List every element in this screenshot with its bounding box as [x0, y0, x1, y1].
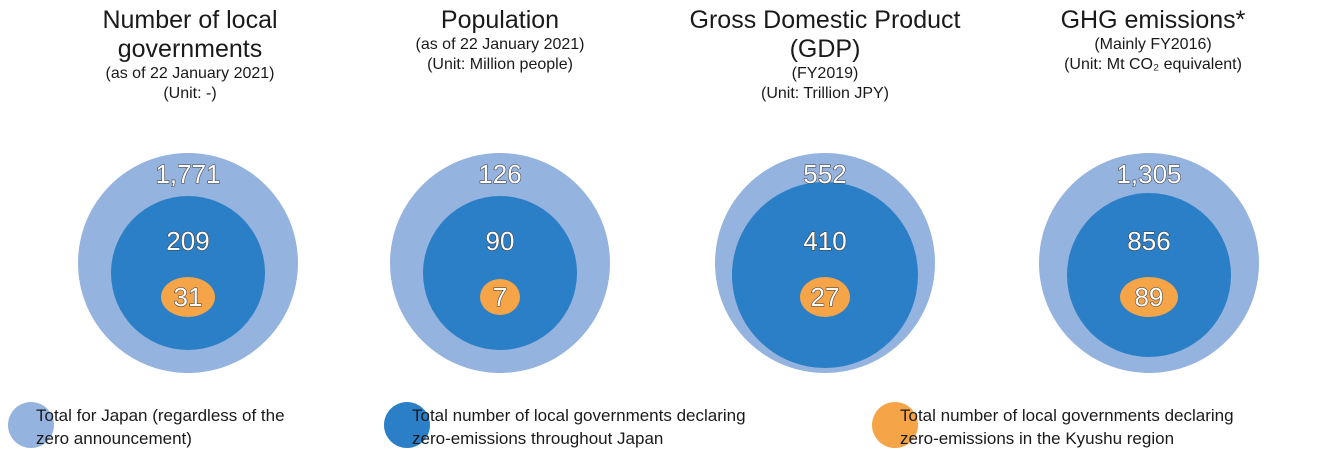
- legend-item-total-japan: Total for Japan (regardless of the zero …: [8, 400, 368, 450]
- nested-circles-chart: 1,305 856 89: [1039, 153, 1259, 373]
- panel-subtitle-date: (Mainly FY2016): [1094, 36, 1212, 53]
- legend-label: Total number of local governments declar…: [900, 406, 1234, 448]
- panel-subtitle-date: (as of 22 January 2021): [105, 65, 275, 82]
- chart-panel-local-governments: Number of local governments (as of 22 Ja…: [30, 0, 350, 380]
- circle-declaring-kyushu: [480, 279, 520, 315]
- value-declaring-japan: 209: [166, 226, 209, 256]
- panel-subtitle-unit: (Unit: Million people): [427, 56, 573, 73]
- value-total-japan: 1,771: [155, 159, 220, 189]
- panel-title: Population: [440, 6, 560, 34]
- circle-declaring-japan: [111, 196, 265, 350]
- legend-swatch-light-blue: [8, 402, 54, 448]
- panel-title: Gross Domestic Product (GDP): [689, 6, 961, 63]
- panel-title: GHG emissions*: [1060, 6, 1246, 34]
- circle-declaring-japan: [423, 196, 577, 350]
- circle-declaring-kyushu: [800, 277, 850, 317]
- circle-declaring-japan: [1067, 193, 1231, 357]
- panel-subtitle-unit: (Unit: -): [163, 85, 217, 102]
- value-declaring-kyushu: 7: [493, 282, 507, 312]
- value-declaring-japan: 90: [486, 226, 515, 256]
- value-declaring-kyushu: 89: [1135, 282, 1164, 312]
- legend-swatch-orange: [872, 402, 918, 448]
- panel-title: Number of local governments: [102, 6, 278, 63]
- panel-subtitle-unit: (Unit: Trillion JPY): [760, 85, 890, 102]
- panel-subtitle-date: (FY2019): [791, 65, 859, 82]
- panel-subtitle-unit: (Unit: Mt CO₂ equivalent): [1064, 56, 1242, 73]
- value-declaring-kyushu: 31: [174, 282, 203, 312]
- circle-declaring-kyushu: [1120, 277, 1178, 317]
- circle-declaring-kyushu: [161, 277, 215, 317]
- value-declaring-japan: 410: [803, 226, 846, 256]
- panel-subtitle-date: (as of 22 January 2021): [415, 36, 585, 53]
- panel-header: Number of local governments (as of 22 Ja…: [30, 6, 350, 104]
- legend-label: Total for Japan (regardless of the zero …: [36, 406, 285, 448]
- panel-header: Population (as of 22 January 2021) (Unit…: [340, 6, 660, 75]
- value-total-japan: 1,305: [1116, 159, 1181, 189]
- chart-panel-gdp: Gross Domestic Product (GDP) (FY2019) (U…: [665, 0, 985, 380]
- panel-header: Gross Domestic Product (GDP) (FY2019) (U…: [665, 6, 985, 104]
- value-declaring-kyushu: 27: [811, 282, 840, 312]
- value-total-japan: 126: [478, 159, 521, 189]
- legend-swatch-blue: [384, 402, 430, 448]
- legend-item-declaring-kyushu: Total number of local governments declar…: [872, 400, 1332, 450]
- value-total-japan: 552: [803, 159, 846, 189]
- panel-header: GHG emissions* (Mainly FY2016) (Unit: Mt…: [993, 6, 1313, 75]
- circle-declaring-japan: [732, 182, 918, 368]
- legend-item-declaring-japan: Total number of local governments declar…: [384, 400, 854, 450]
- value-declaring-japan: 856: [1127, 226, 1170, 256]
- nested-circles-chart: 1,771 209 31: [78, 153, 298, 373]
- chart-panel-ghg-emissions: GHG emissions* (Mainly FY2016) (Unit: Mt…: [993, 0, 1313, 380]
- chart-panel-population: Population (as of 22 January 2021) (Unit…: [340, 0, 660, 380]
- nested-circles-chart: 126 90 7: [390, 153, 610, 373]
- legend-label: Total number of local governments declar…: [412, 406, 746, 448]
- nested-circles-chart: 552 410 27: [715, 153, 935, 373]
